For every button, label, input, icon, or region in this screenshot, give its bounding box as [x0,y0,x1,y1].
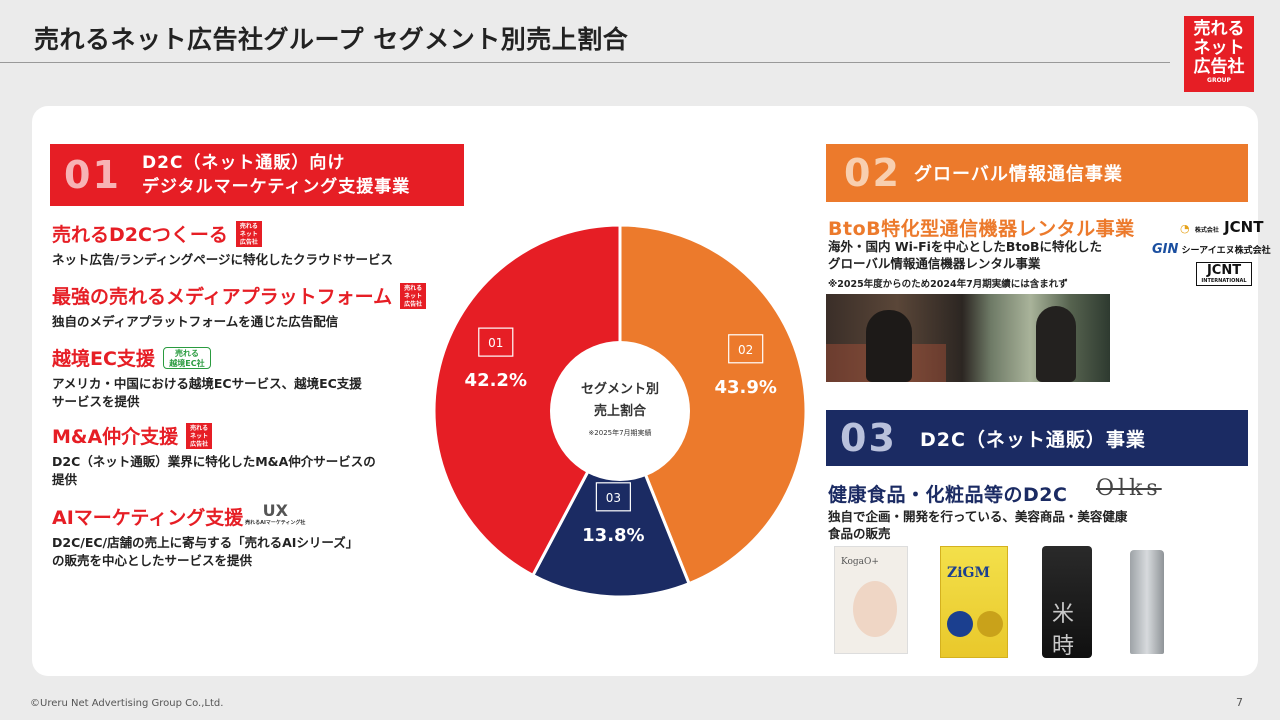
chart-center-line1: セグメント別 [581,381,659,397]
segment-percent-03: 13.8% [582,525,644,546]
service-title: 最強の売れるメディアプラットフォーム [52,286,393,308]
page-title: 売れるネット広告社グループ セグメント別売上割合 [34,25,629,54]
service-item-cross-border-ec: 越境EC支援 売れる 越境EC社 アメリカ・中国における越境ECサービス、越境EC… [52,344,362,411]
product-dark-pouch: 米時 [1042,546,1092,659]
donut-hole [550,341,690,481]
segment-number-01: 01 [488,336,503,350]
service-desc: D2C（ネット通販）業界に特化したM&A仲介サービスの 提供 [52,454,376,487]
service-title: 売れるD2Cつくーる [52,224,228,246]
service-title: M&A仲介支援 [52,426,179,448]
company-logo: 売れる ネット 広告社 GROUP [1184,16,1254,92]
donut-slice-01 [432,223,622,578]
segment-number-02: 02 [738,343,753,357]
service-desc: アメリカ・中国における越境ECサービス、越境EC支援 サービスを提供 [52,376,362,409]
jcnt-logo: ◔ 株式会社 JCNT [1180,218,1264,236]
segment-percent-01: 42.2% [465,370,527,391]
section-01-title-line1: D2C（ネット通販）向け [142,153,346,173]
header-divider [0,62,1170,63]
copyright: ©Ureru Net Advertising Group Co.,Ltd. [30,698,224,709]
service-desc: D2C/EC/店舗の売上に寄与する「売れるAIシリーズ」 の販売を中心としたサー… [52,535,359,568]
page-number: 7 [1236,696,1243,709]
segment-number-03: 03 [606,491,621,505]
section-01-title-line2: デジタルマーケティング支援事業 [142,177,411,197]
logo-line-3: 広告社 [1193,57,1245,77]
segment-number-box-03 [595,482,631,512]
donut-slice-02 [618,223,808,586]
ureru-mini-logo: 売れる ネット 広告社 [186,422,213,449]
service-desc: 独自のメディアプラットフォームを通じた広告配信 [52,314,339,329]
chart-center-note: ※2025年7月期実績 [588,428,651,437]
service-item-media-platform: 最強の売れるメディアプラットフォーム 売れる ネット 広告社 独自のメディアプラット… [52,282,427,331]
section-02-note: ※2025年度からのため2024年7月期実績には含まれず [828,279,1068,290]
ureru-mini-logo: 売れる ネット 広告社 [235,220,262,247]
donut-slice-03 [530,407,692,599]
cin-logo: GIN シーアイエヌ株式会社 [1152,242,1271,257]
section-03-banner: 03 D2C（ネット通販）事業 [826,410,1248,466]
section-02-subtitle: BtoB特化型通信機器レンタル事業 [828,218,1135,240]
product-zigm: ZiGM [940,546,1008,658]
segment-number-box-02 [728,334,764,364]
section-03-title: D2C（ネット通販）事業 [920,428,1146,451]
section-01-banner: 01 D2C（ネット通販）向け デジタルマーケティング支援事業 [50,144,464,206]
logo-sub: GROUP [1207,77,1231,84]
service-item-ai-marketing: AIマーケティング支援 UX 売れるAIマーケティング社 D2C/EC/店舗の売… [52,502,358,570]
jcnt-international-logo: JCNT INTERNATIONAL [1196,262,1252,286]
logo-line-1: 売れる [1193,19,1245,39]
section-02-desc: 海外・国内 Wi-Fiを中心としたBtoBに特化した グローバル情報通信機器レン… [828,239,1103,271]
chart-center-line2: 売上割合 [594,403,647,419]
business-photo [826,294,1110,382]
section-02-banner: 02 グローバル情報通信事業 [826,144,1248,202]
ureru-mini-logo: 売れる ネット 広告社 [400,282,427,309]
service-title: AIマーケティング支援 [52,506,244,529]
segment-number-box-01 [478,327,514,357]
ai-marketing-logo: UX 売れるAIマーケティング社 [245,501,306,527]
section-02-title: グローバル情報通信事業 [914,164,1123,185]
product-koga-mask: KogaO+ [834,546,908,654]
section-03-desc: 独自で企画・開発を行っている、美容商品・美容健康 食品の販売 [828,509,1128,541]
segment-percent-02: 43.9% [714,377,776,398]
service-item-d2c-tool: 売れるD2Cつくーる 売れる ネット 広告社 ネット広告/ランディングページに特化し… [52,220,393,269]
section-02-number: 02 [844,151,901,195]
service-item-ma: M&A仲介支援 売れる ネット 広告社 D2C（ネット通販）業界に特化したM&A仲介… [52,422,376,489]
service-title: 越境EC支援 [52,348,155,370]
section-03-subtitle: 健康食品・化粧品等のD2C [828,484,1068,506]
service-desc: ネット広告/ランディングページに特化したクラウドサービス [52,252,393,267]
section-01-number: 01 [64,153,121,197]
ec-logo: 売れる 越境EC社 [162,346,211,369]
olks-logo: Olks [1096,476,1162,501]
segment-donut-chart: セグメント別 売上割合 ※2025年7月期実績 02 43.9% 03 13.8% 01… [432,223,808,599]
section-03-number: 03 [840,416,897,460]
product-tube [1130,550,1164,654]
logo-line-2: ネット [1193,38,1245,58]
section-01-title: D2C（ネット通販）向け デジタルマーケティング支援事業 [142,151,410,199]
